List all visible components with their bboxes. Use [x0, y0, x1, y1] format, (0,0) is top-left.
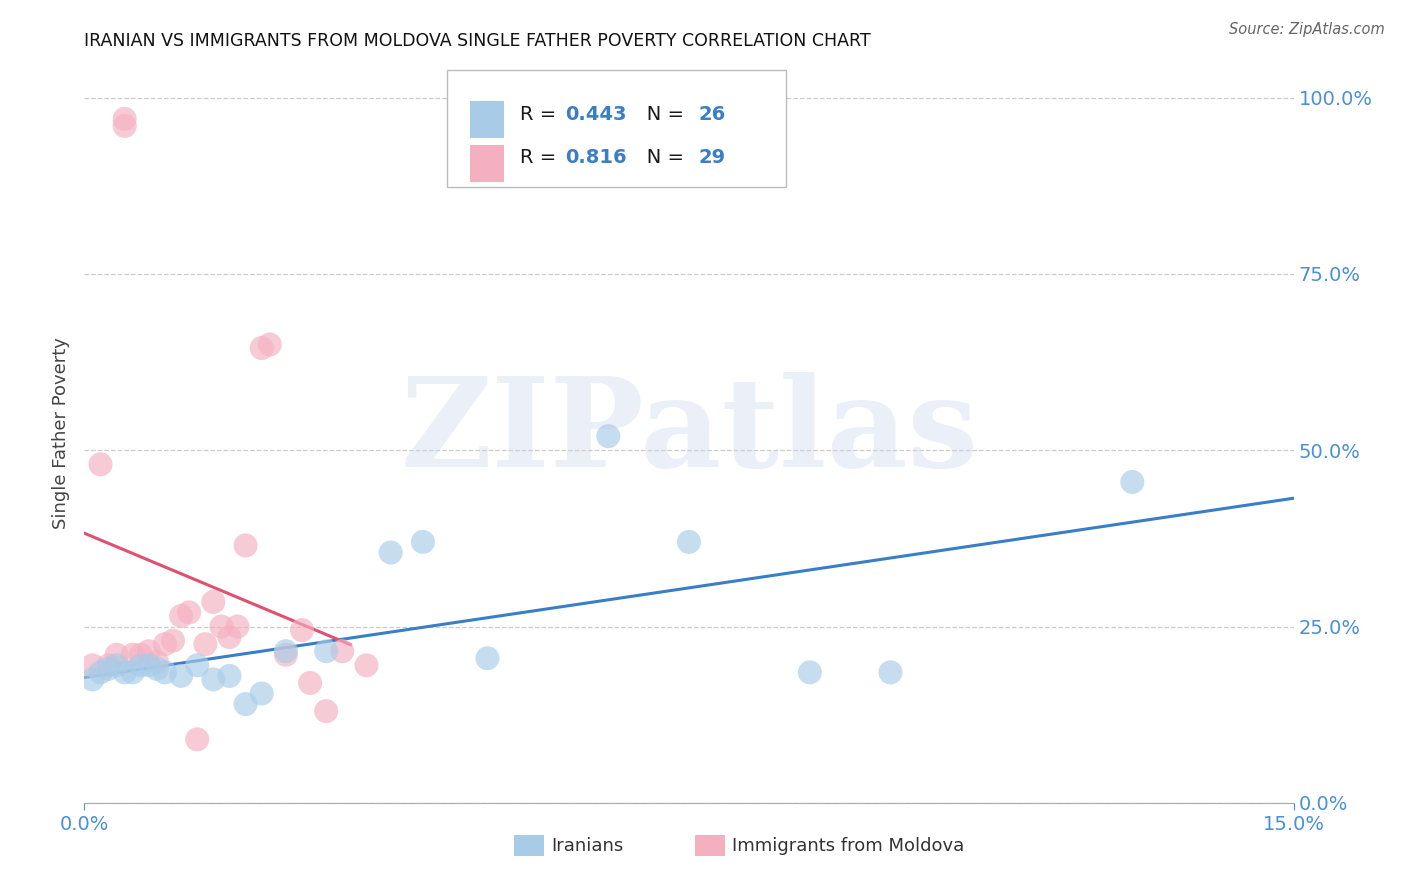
- Point: [209, 619, 232, 633]
- Point: [250, 686, 273, 700]
- Point: [259, 337, 281, 351]
- Point: [105, 658, 128, 673]
- Text: N =: N =: [628, 148, 690, 168]
- Point: [153, 637, 176, 651]
- Bar: [470, 101, 503, 138]
- Point: [186, 732, 208, 747]
- Text: R =: R =: [520, 104, 562, 124]
- Point: [129, 648, 152, 662]
- Point: [121, 665, 143, 680]
- Point: [105, 648, 128, 662]
- Point: [274, 648, 297, 662]
- Point: [82, 658, 104, 673]
- Point: [146, 655, 169, 669]
- Bar: [470, 145, 503, 182]
- Point: [315, 644, 337, 658]
- Point: [598, 429, 620, 443]
- Point: [235, 538, 257, 552]
- Point: [356, 658, 378, 673]
- Point: [1121, 475, 1143, 489]
- Point: [274, 644, 297, 658]
- Point: [146, 662, 169, 676]
- Point: [138, 644, 160, 658]
- Bar: [695, 836, 725, 856]
- Point: [114, 119, 136, 133]
- Point: [114, 112, 136, 126]
- Point: [235, 697, 257, 711]
- Point: [162, 633, 184, 648]
- Point: [250, 341, 273, 355]
- Point: [179, 606, 201, 620]
- Point: [799, 665, 821, 680]
- Point: [380, 545, 402, 559]
- Point: [170, 669, 193, 683]
- Point: [291, 623, 314, 637]
- Point: [89, 665, 111, 680]
- Point: [89, 458, 111, 472]
- Text: 26: 26: [699, 104, 725, 124]
- FancyBboxPatch shape: [447, 70, 786, 186]
- Point: [202, 673, 225, 687]
- Point: [138, 658, 160, 673]
- Point: [330, 644, 353, 658]
- Point: [97, 658, 120, 673]
- Text: Immigrants from Moldova: Immigrants from Moldova: [733, 837, 965, 855]
- Point: [170, 609, 193, 624]
- Point: [412, 535, 434, 549]
- Point: [114, 665, 136, 680]
- Point: [82, 673, 104, 687]
- Point: [678, 535, 700, 549]
- Text: Source: ZipAtlas.com: Source: ZipAtlas.com: [1229, 22, 1385, 37]
- Point: [202, 595, 225, 609]
- Text: 0.816: 0.816: [565, 148, 627, 168]
- Point: [97, 662, 120, 676]
- Point: [186, 658, 208, 673]
- Point: [299, 676, 322, 690]
- Point: [194, 637, 217, 651]
- Point: [129, 658, 152, 673]
- Point: [315, 704, 337, 718]
- Point: [153, 665, 176, 680]
- Bar: [513, 836, 544, 856]
- Point: [879, 665, 901, 680]
- Point: [477, 651, 499, 665]
- Point: [226, 619, 249, 633]
- Y-axis label: Single Father Poverty: Single Father Poverty: [52, 336, 70, 529]
- Text: R =: R =: [520, 148, 562, 168]
- Text: IRANIAN VS IMMIGRANTS FROM MOLDOVA SINGLE FATHER POVERTY CORRELATION CHART: IRANIAN VS IMMIGRANTS FROM MOLDOVA SINGL…: [84, 32, 870, 50]
- Text: 0.443: 0.443: [565, 104, 627, 124]
- Text: N =: N =: [628, 104, 690, 124]
- Point: [218, 630, 240, 644]
- Text: Iranians: Iranians: [551, 837, 623, 855]
- Point: [121, 648, 143, 662]
- Text: 29: 29: [699, 148, 725, 168]
- Text: ZIPatlas: ZIPatlas: [399, 372, 979, 493]
- Point: [218, 669, 240, 683]
